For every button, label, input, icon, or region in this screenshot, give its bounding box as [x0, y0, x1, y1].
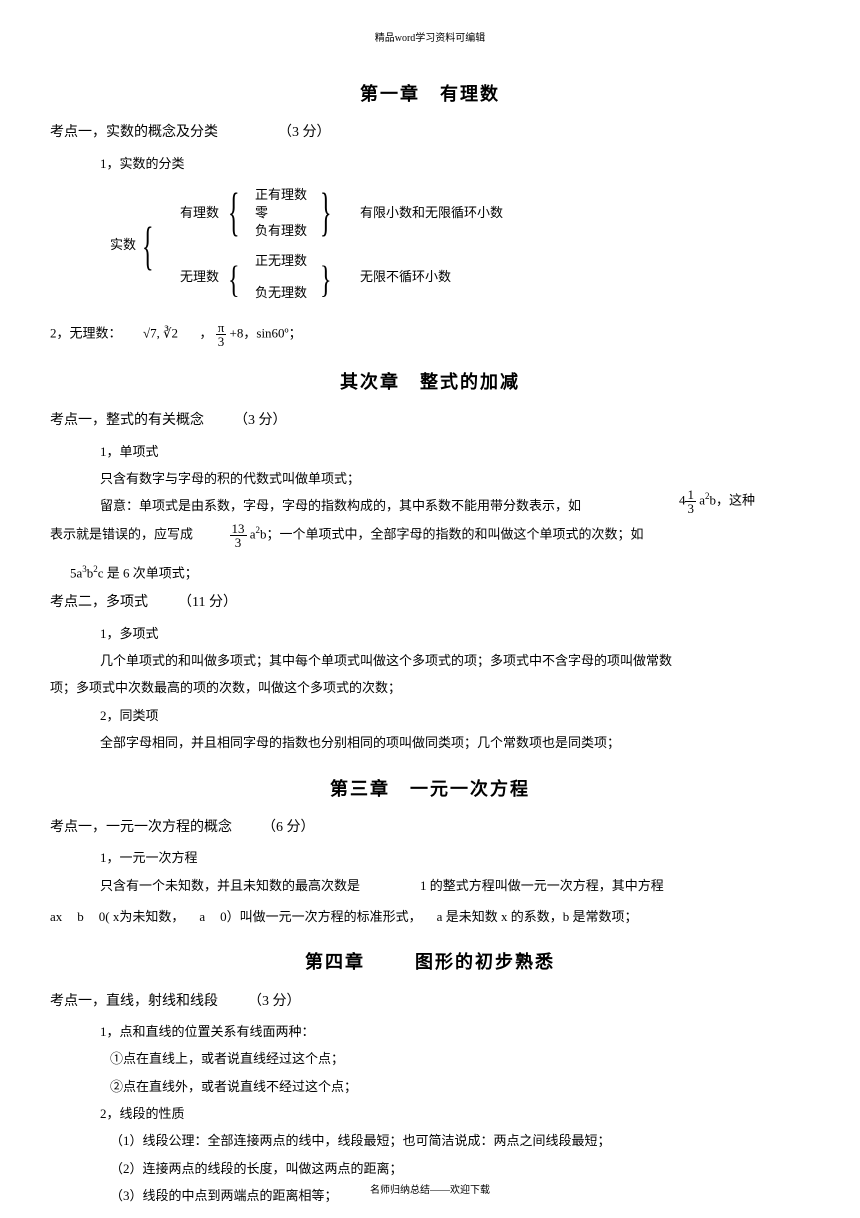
- a: a: [199, 909, 205, 924]
- ch2-line3-a: 表示就是错误的，应写成: [50, 526, 193, 541]
- ch3-line1-b: 1 的整式方程叫做一元一次方程，其中方程: [420, 878, 664, 893]
- ch2-sub3: 2，同类项: [50, 704, 810, 727]
- frac-pi-3: π3: [216, 321, 227, 348]
- ch2-title-a: 其次章: [340, 372, 400, 392]
- tree-irrational: 无理数: [180, 265, 219, 288]
- ch1-sub2-label: 2，无理数：: [50, 325, 122, 340]
- ch2-line4: 5a3b2c 是 6 次单项式；: [50, 561, 810, 585]
- ch2-line4-c: c 是 6 次单项式；: [98, 565, 198, 580]
- tree-root: 实数: [110, 233, 136, 256]
- ch1-title-a: 第一章: [360, 84, 420, 104]
- ch4-heading-1: 考点一，直线，射线和线段 （3 分）: [50, 989, 810, 1014]
- ch1-h1-pts: （3 分）: [278, 125, 331, 140]
- ch2-line3: 表示就是错误的，应写成 133 a2b；一个单项式中，全部字母的指数的和叫做这个…: [50, 522, 810, 549]
- ch3-h1-pts: （6 分）: [262, 820, 315, 835]
- ne0: 0）叫做一元一次方程的标准形式，: [220, 909, 422, 924]
- ch2-line2: 留意：单项式是由系数，字母，字母的指数构成的，其中系数不能用带分数表示，如 41…: [50, 494, 810, 517]
- ch2-sub2: 1，多项式: [50, 622, 810, 645]
- brace-icon: {: [142, 202, 154, 297]
- ch2-line3-c: b；一个单项式中，全部字母的指数的和叫做这个单项式的次数；如: [260, 526, 644, 541]
- ch4-line4: （2）连接两点的线段的长度，叫做这两点的距离；: [50, 1157, 810, 1180]
- ch4-h1-text: 考点一，直线，射线和线段: [50, 994, 218, 1009]
- ch1-irrational-examples: 2，无理数： √7, ∛2 ， π3 +8，sin60º；: [50, 321, 810, 348]
- cbrt2: ∛2: [163, 325, 178, 340]
- ch2-h1-text: 考点一，整式的有关概念: [50, 413, 204, 428]
- ch1-tail: +8，sin60º；: [230, 325, 302, 340]
- ch1-h1-text: 考点一，实数的概念及分类: [50, 125, 218, 140]
- classification-tree: 实数 { 有理数 { 正有理数 零 负有理数 } 有限小数和无限循环小数 无理数…: [110, 183, 810, 313]
- comma: ，: [199, 325, 212, 340]
- ch1-sub1: 1，实数的分类: [50, 152, 810, 175]
- tree-neg-irr: 负无理数: [255, 281, 307, 304]
- tree-rat-desc: 有限小数和无限循环小数: [360, 201, 503, 224]
- tail: a 是未知数 x 的系数，b 是常数项；: [437, 909, 638, 924]
- ch2-heading-2: 考点二，多项式 （11 分）: [50, 590, 810, 615]
- ch3-line1: 只含有一个未知数，并且未知数的最高次数是 1 的整式方程叫做一元一次方程，其中方程: [50, 874, 810, 897]
- footer-note: 名师归纳总结——欢迎下载: [0, 1182, 860, 1200]
- ch3-title-a: 第三章: [330, 779, 390, 799]
- ch1-heading-1: 考点一，实数的概念及分类 （3 分）: [50, 120, 810, 145]
- chapter-3-title: 第三章一元一次方程: [50, 773, 810, 805]
- ax: ax: [50, 909, 62, 924]
- header-note: 精品word学习资料可编辑: [50, 30, 810, 48]
- ch4-h1-pts: （3 分）: [248, 994, 301, 1009]
- frac-num: 13: [230, 522, 247, 536]
- ch4-line1: ①点在直线上，或者说直线经过这个点；: [50, 1047, 810, 1070]
- ch4-line2: ②点在直线外，或者说直线不经过这个点；: [50, 1075, 810, 1098]
- ch2-h2-pts: （11 分）: [178, 595, 237, 610]
- ch2-h2-text: 考点二，多项式: [50, 595, 148, 610]
- ch2-sub1: 1，单项式: [50, 440, 810, 463]
- ch2-heading-1: 考点一，整式的有关概念 （3 分）: [50, 408, 810, 433]
- tree-pos-irr: 正无理数: [255, 249, 307, 272]
- sqrt7: √7,: [143, 325, 160, 340]
- 5a: 5a: [70, 565, 82, 580]
- ch4-sub1: 1，点和直线的位置关系有线面两种：: [50, 1020, 810, 1043]
- rbrace-icon: }: [320, 247, 332, 316]
- ch4-sub2: 2，线段的性质: [50, 1102, 810, 1125]
- ch3-line2: axb 0( x为未知数， a 0）叫做一元一次方程的标准形式， a 是未知数 x 的系…: [50, 905, 810, 928]
- ch2-title-b: 整式的加减: [420, 372, 520, 392]
- eq0: 0( x为未知数，: [99, 909, 185, 924]
- frac-den: 3: [216, 335, 227, 348]
- ch3-sub1: 1，一元一次方程: [50, 846, 810, 869]
- b: b: [77, 909, 84, 924]
- chapter-2-title: 其次章整式的加减: [50, 366, 810, 398]
- ch3-h1-text: 考点一，一元一次方程的概念: [50, 820, 232, 835]
- ch2-line6: 项；多项式中次数最高的项的次数，叫做这个多项式的次数；: [50, 676, 810, 699]
- ch4-title-a: 第四章: [305, 952, 365, 972]
- frac-den: 3: [230, 536, 247, 549]
- ch2-h1-pts: （3 分）: [234, 413, 287, 428]
- tree-irr-desc: 无限不循环小数: [360, 265, 451, 288]
- frac-num: π: [216, 321, 227, 335]
- ch2-line7: 全部字母相同，并且相同字母的指数也分别相同的项叫做同类项；几个常数项也是同类项；: [50, 731, 810, 754]
- frac-1-3: 13: [685, 488, 696, 515]
- ch2-line5: 几个单项式的和叫做多项式；其中每个单项式叫做这个多项式的项；多项式中不含字母的项…: [50, 649, 810, 672]
- ch1-title-b: 有理数: [440, 84, 500, 104]
- b-tail: b，这种: [709, 493, 755, 508]
- ch3-title-b: 一元一次方程: [410, 779, 530, 799]
- chapter-1-title: 第一章有理数: [50, 78, 810, 110]
- ch4-line3: （1）线段公理：全部连接两点的线中，线段最短；也可简洁说成：两点之间线段最短；: [50, 1129, 810, 1152]
- ch4-title-b: 图形的初步熟悉: [415, 952, 555, 972]
- frac-13-3: 133: [230, 522, 247, 549]
- ch2-line1: 只含有数字与字母的积的代数式叫做单项式；: [50, 467, 810, 490]
- brace-icon: {: [228, 247, 240, 316]
- ch3-line1-a: 只含有一个未知数，并且未知数的最高次数是: [100, 878, 360, 893]
- ch3-heading-1: 考点一，一元一次方程的概念 （6 分）: [50, 815, 810, 840]
- chapter-4-title: 第四章 图形的初步熟悉: [50, 946, 810, 978]
- frac-den: 3: [685, 502, 696, 515]
- frac-num: 1: [685, 488, 696, 502]
- tree-neg-rat: 负有理数: [255, 219, 307, 242]
- ch2-line2-a: 留意：单项式是由系数，字母，字母的指数构成的，其中系数不能用带分数表示，如: [100, 498, 581, 513]
- tree-rational: 有理数: [180, 201, 219, 224]
